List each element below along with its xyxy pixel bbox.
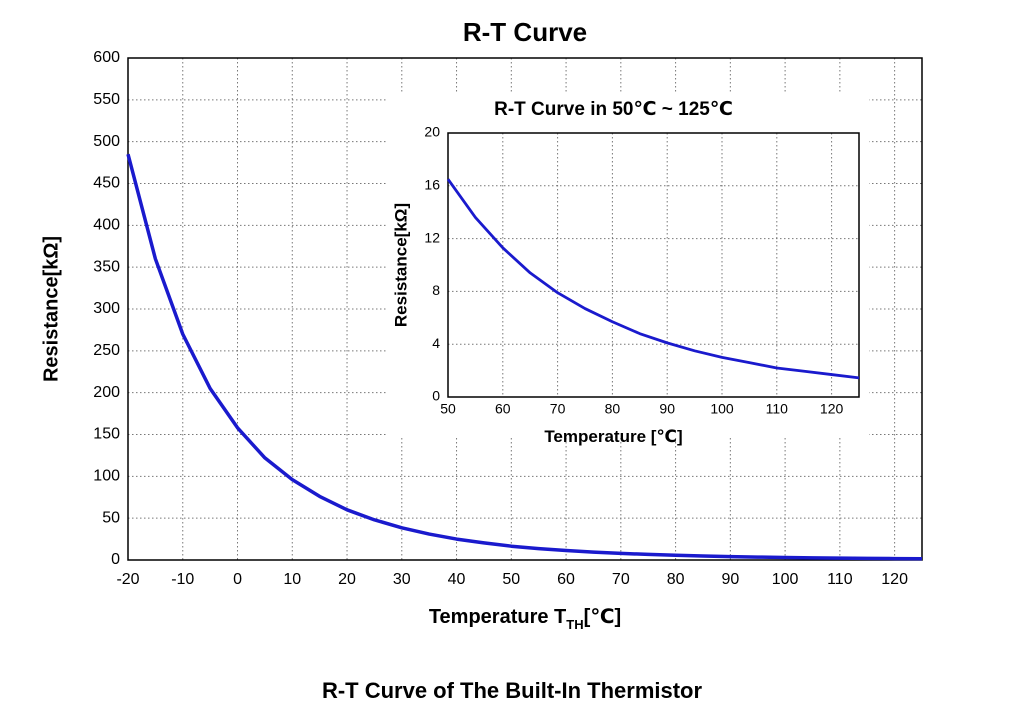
y-tick-label: 100 bbox=[93, 468, 120, 485]
x-tick-label: 80 bbox=[605, 401, 621, 417]
x-tick-label: -10 bbox=[171, 571, 194, 588]
x-axis-label-text: Temperature T bbox=[429, 606, 566, 628]
x-tick-label: 100 bbox=[772, 571, 799, 588]
x-tick-label: 110 bbox=[766, 401, 789, 417]
y-tick-label: 8 bbox=[432, 282, 440, 298]
y-tick-label: 200 bbox=[93, 384, 120, 401]
data-line bbox=[126, 153, 923, 561]
x-tick-label: 50 bbox=[440, 401, 456, 417]
x-axis-label-text: Temperature [℃] bbox=[544, 427, 682, 446]
x-tick-label: 80 bbox=[667, 571, 685, 588]
x-axis-label: Temperature TTH[℃] bbox=[429, 606, 621, 632]
x-tick-label: 40 bbox=[448, 571, 466, 588]
y-tick-label: 16 bbox=[424, 177, 440, 193]
x-tick-label: 120 bbox=[881, 571, 908, 588]
x-tick-label: 0 bbox=[233, 571, 242, 588]
x-tick-label: 90 bbox=[721, 571, 739, 588]
x-tick-label: -20 bbox=[116, 571, 139, 588]
y-tick-label: 500 bbox=[93, 133, 120, 150]
plot-frame bbox=[447, 132, 860, 398]
x-tick-label: 60 bbox=[495, 401, 511, 417]
y-tick-label: 450 bbox=[93, 175, 120, 192]
y-axis-label: Resistance[kΩ] bbox=[391, 203, 410, 327]
x-tick-label: 100 bbox=[710, 401, 734, 417]
x-axis-label-unit: [℃] bbox=[584, 606, 622, 628]
y-tick-label: 250 bbox=[93, 342, 120, 359]
x-tick-label: 110 bbox=[827, 571, 853, 588]
y-tick-label: 550 bbox=[93, 91, 120, 108]
data-line bbox=[446, 178, 860, 380]
y-tick-label: 50 bbox=[102, 509, 120, 526]
x-axis-label-subscript: TH bbox=[566, 617, 583, 632]
x-tick-label: 90 bbox=[659, 401, 675, 417]
plot-area bbox=[448, 133, 859, 397]
x-tick-label: 50 bbox=[502, 571, 520, 588]
y-tick-label: 350 bbox=[93, 258, 120, 275]
x-tick-label: 120 bbox=[820, 401, 844, 417]
y-axis-label: Resistance[kΩ] bbox=[40, 236, 62, 382]
y-tick-label: 4 bbox=[432, 335, 440, 351]
y-tick-label: 0 bbox=[432, 388, 440, 404]
y-tick-label: 0 bbox=[111, 551, 120, 568]
y-tick-label: 20 bbox=[424, 124, 440, 140]
x-tick-label: 20 bbox=[338, 571, 356, 588]
y-tick-label: 400 bbox=[93, 217, 120, 234]
x-axis-label: Temperature [℃] bbox=[544, 427, 682, 446]
x-tick-label: 70 bbox=[550, 401, 566, 417]
y-tick-label: 600 bbox=[93, 49, 120, 66]
y-tick-label: 300 bbox=[93, 300, 120, 317]
y-tick-label: 150 bbox=[93, 426, 120, 443]
x-tick-label: 70 bbox=[612, 571, 630, 588]
plot-frame bbox=[127, 57, 923, 561]
chart-title: R-T Curve bbox=[463, 17, 587, 47]
x-tick-label: 60 bbox=[557, 571, 575, 588]
x-tick-label: 10 bbox=[283, 571, 301, 588]
chart-title: R-T Curve in 50℃ ~ 125℃ bbox=[494, 99, 733, 120]
caption: R-T Curve of The Built-In Thermistor bbox=[322, 678, 703, 703]
x-tick-label: 30 bbox=[393, 571, 411, 588]
y-tick-label: 12 bbox=[424, 229, 440, 245]
